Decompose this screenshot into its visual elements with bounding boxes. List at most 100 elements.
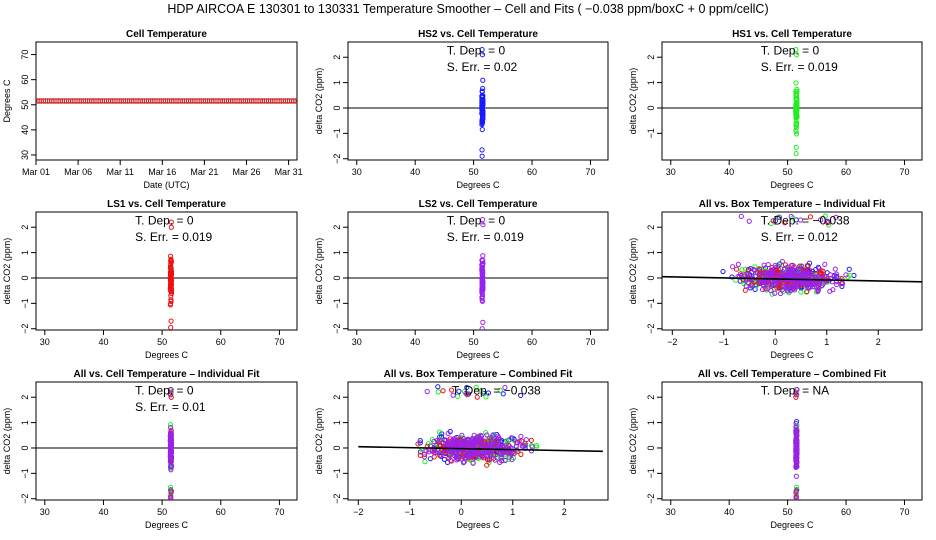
plot-frame <box>35 381 298 501</box>
data-point <box>793 80 799 86</box>
data-point <box>478 436 484 442</box>
data-point <box>793 144 799 150</box>
data-point <box>793 473 800 479</box>
data-point <box>463 390 469 396</box>
y-tick-label: 1 <box>20 250 30 255</box>
data-point <box>756 268 762 274</box>
plot-frame <box>661 381 923 501</box>
data-point <box>771 280 778 287</box>
y-tick-label: 2 <box>20 225 30 230</box>
data-point <box>793 454 799 461</box>
chart-panel-p9: All vs. Cell Temperature – Combined Fit 3… <box>628 369 923 530</box>
data-point <box>168 394 174 400</box>
data-point <box>168 288 174 294</box>
data-point <box>796 281 802 288</box>
data-point <box>168 324 174 330</box>
data-point <box>495 433 501 439</box>
data-point <box>425 441 431 447</box>
data-point <box>498 441 504 447</box>
x-tick-label: 60 <box>527 337 537 347</box>
y-axis-label: delta CO2 (ppm) <box>314 238 324 305</box>
x-tick-label: 1 <box>824 337 829 347</box>
data-point <box>793 282 799 288</box>
x-tick-label: 60 <box>216 337 226 347</box>
data-point <box>832 266 838 272</box>
data-point <box>168 424 174 431</box>
data-point <box>438 452 444 458</box>
y-tick-label: −1 <box>332 468 342 478</box>
data-point <box>839 283 845 289</box>
data-point <box>480 217 486 223</box>
data-point <box>794 114 800 121</box>
data-point <box>761 279 767 285</box>
data-point <box>742 287 748 293</box>
x-tick-label: −1 <box>719 337 729 347</box>
x-tick-label: 70 <box>899 167 909 177</box>
data-point <box>441 456 448 463</box>
data-point <box>168 457 174 464</box>
x-tick-label: 30 <box>40 337 50 347</box>
data-point <box>479 326 485 330</box>
y-tick-label: 2 <box>646 225 656 230</box>
y-tick-label: 2 <box>332 225 342 230</box>
y-tick-label: 30 <box>20 150 30 160</box>
data-point <box>479 294 485 300</box>
data-point <box>455 393 461 399</box>
data-point <box>793 151 799 157</box>
data-point <box>843 272 849 278</box>
data-point <box>434 437 440 443</box>
data-point <box>480 222 486 228</box>
data-point <box>168 277 174 283</box>
data-point <box>783 283 789 289</box>
data-point <box>167 455 174 462</box>
data-point <box>765 261 771 268</box>
data-point <box>734 266 740 272</box>
data-point <box>793 431 799 437</box>
data-point <box>743 283 749 289</box>
data-point <box>769 273 775 279</box>
data-point <box>807 214 814 220</box>
x-tick-label: 70 <box>274 337 284 347</box>
data-point <box>822 261 828 267</box>
series-hs1 <box>793 47 800 157</box>
panel-title: All vs. Cell Temperature – Individual Fi… <box>74 369 261 380</box>
data-point <box>464 392 470 398</box>
data-point <box>793 123 799 129</box>
data-point <box>293 98 297 104</box>
data-point <box>464 455 470 461</box>
x-tick-label: Mar 01 <box>22 167 50 177</box>
x-axis-label: Degrees C <box>770 350 814 360</box>
data-point <box>435 389 441 395</box>
y-tick-label: 2 <box>646 395 656 400</box>
stat-annotation: T. Dep. = −0.038 <box>452 383 541 397</box>
data-point <box>809 284 816 290</box>
y-tick-label: −2 <box>646 494 656 504</box>
data-point <box>167 392 173 398</box>
y-tick-label: 1 <box>332 250 342 255</box>
x-axis-label: Degrees C <box>456 520 500 530</box>
data-point <box>764 272 770 278</box>
y-tick-label: 1 <box>646 420 656 425</box>
x-tick-label: 2 <box>876 337 881 347</box>
data-point <box>469 435 476 442</box>
data-point <box>514 440 520 446</box>
y-tick-label: −1 <box>646 468 656 478</box>
data-point <box>827 272 833 278</box>
y-tick-label: −1 <box>20 298 30 308</box>
y-tick-label: −2 <box>20 324 30 334</box>
y-tick-label: −2 <box>332 494 342 504</box>
data-point <box>422 459 428 465</box>
data-point <box>479 153 485 159</box>
data-point <box>461 459 467 465</box>
data-point <box>458 456 465 462</box>
y-tick-label: −1 <box>646 298 656 308</box>
data-region <box>662 213 922 297</box>
data-point <box>479 52 486 58</box>
stat-annotation: S. Err. = 0.019 <box>135 230 212 244</box>
data-point <box>479 126 485 133</box>
y-tick-label: 0 <box>20 445 30 450</box>
data-point <box>793 91 800 97</box>
figure-title: HDP AIRCOA E 130301 to 130331 Temperatur… <box>167 2 768 16</box>
data-point <box>779 258 785 265</box>
x-tick-label: 40 <box>410 337 420 347</box>
